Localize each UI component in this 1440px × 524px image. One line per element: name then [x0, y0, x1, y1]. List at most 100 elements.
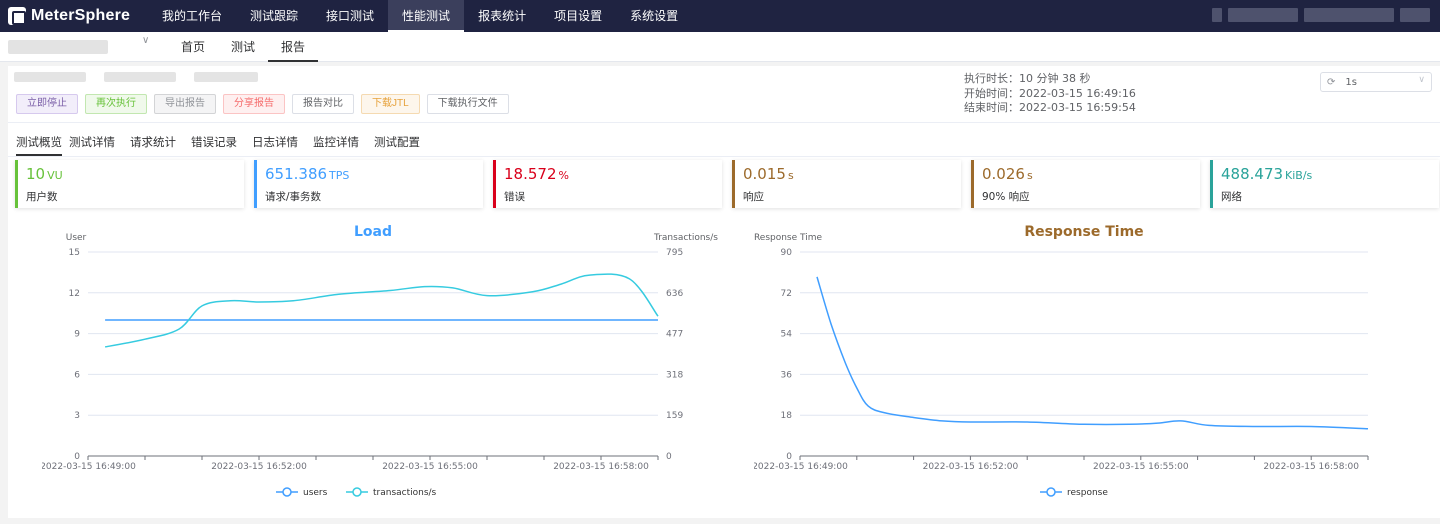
report-card: 立即停止 再次执行 导出报告 分享报告 报告对比 下载JTL 下载执行文件 执行…	[8, 66, 1440, 518]
main-nav-item[interactable]: 接口测试	[326, 9, 375, 23]
report-tab[interactable]: 监控详情	[313, 135, 359, 149]
y-tick-label: 6	[74, 370, 80, 380]
y-tick-label: 36	[781, 370, 793, 380]
report-tab[interactable]: 日志详情	[252, 135, 298, 149]
stat-value-line: 0.026 s	[982, 164, 1200, 186]
x-tick-label: 2022-03-15 16:55:00	[1093, 462, 1189, 472]
start-time-label: 开始时间：	[964, 86, 1019, 100]
legend-label: transactions/s	[373, 488, 437, 498]
stat-label: 错误	[504, 191, 525, 203]
chevron-down-icon: ∨	[1418, 75, 1425, 85]
x-tick-label: 2022-03-15 16:55:00	[382, 462, 478, 472]
stat-card: 651.386 TPS 请求/事务数	[254, 160, 483, 208]
series-line-response	[816, 276, 1369, 430]
stat-label: 用户数	[26, 191, 58, 203]
y-tick-label: 0	[74, 452, 80, 462]
sub-nav-item[interactable]: 测试	[231, 40, 256, 54]
x-tick-label: 2022-03-15 16:49:00	[754, 462, 848, 472]
stat-label: 响应	[743, 191, 764, 203]
y-right-tick-label: 636	[666, 289, 683, 299]
main-nav-item[interactable]: 我的工作台	[162, 9, 223, 23]
y-tick-label: 18	[781, 411, 793, 421]
chevron-down-icon[interactable]: ∨	[142, 35, 150, 46]
y-tick-label: 54	[781, 330, 793, 340]
duration-label: 执行时长：	[964, 72, 1019, 85]
stop-button[interactable]: 立即停止	[16, 94, 78, 114]
refresh-interval-value: 1s	[1345, 76, 1357, 88]
stat-card: 10 VU 用户数	[15, 160, 244, 208]
chart-title: Response Time	[1024, 224, 1143, 240]
sub-nav: 首页 测试 报告	[168, 32, 319, 62]
legend-label: users	[303, 488, 328, 498]
stat-value-line: 488.473 KiB/s	[1221, 164, 1439, 186]
y-tick-label: 15	[69, 248, 80, 258]
summary-stats: 10 VU 用户数 651.386 TPS 请求/事务数 18.572% 错误 0.015 s 响应…	[15, 160, 1439, 208]
report-tab[interactable]: 请求统计	[130, 135, 176, 149]
y-tick-label: 0	[786, 452, 792, 462]
end-time-row: 结束时间：2022-03-15 16:59:54	[964, 101, 1136, 116]
user-area[interactable]	[1212, 8, 1430, 22]
y-right-tick-label: 159	[666, 411, 683, 421]
sub-nav-item[interactable]: 首页	[181, 40, 206, 54]
main-nav-item[interactable]: 项目设置	[554, 9, 603, 23]
end-time-value: 2022-03-15 16:59:54	[1019, 101, 1136, 114]
project-name-redacted	[8, 40, 108, 54]
y-axis-right-label: Transactions/s	[653, 233, 718, 243]
x-tick-label: 2022-03-15 16:58:00	[553, 462, 649, 472]
y-tick-label: 72	[781, 289, 792, 299]
stat-unit: TPS	[329, 169, 350, 182]
test-name-redacted	[104, 72, 176, 82]
download-jtl-button[interactable]: 下载JTL	[361, 94, 420, 114]
sub-header: ∨ 首页 测试 报告	[0, 32, 1440, 62]
y-tick-label: 3	[74, 411, 80, 421]
legend-marker-icon	[1046, 487, 1056, 497]
duration-row: 执行时长：10 分钟 38 秒	[964, 72, 1136, 87]
stat-card: 18.572% 错误	[493, 160, 722, 208]
x-tick-label: 2022-03-15 16:58:00	[1263, 462, 1359, 472]
main-nav-item[interactable]: 报表统计	[478, 9, 527, 23]
sub-nav-item[interactable]: 报告	[268, 32, 319, 62]
app-logo[interactable]: MeterSphere	[8, 7, 148, 25]
stat-unit: KiB/s	[1285, 169, 1313, 182]
main-nav-item[interactable]: 系统设置	[630, 9, 679, 23]
stat-value: 488.473	[1221, 165, 1284, 183]
series-line-transactions-s	[104, 273, 659, 348]
refresh-interval-select[interactable]: ⟳ 1s ∨	[1320, 72, 1432, 92]
compare-report-button[interactable]: 报告对比	[292, 94, 354, 114]
stat-value: 10	[26, 165, 46, 183]
report-tab[interactable]: 错误记录	[191, 135, 237, 149]
stat-label: 90% 响应	[982, 191, 1030, 203]
x-tick-label: 2022-03-15 16:52:00	[923, 462, 1019, 472]
stat-unit: VU	[47, 169, 63, 182]
duration-value: 10 分钟 38 秒	[1019, 72, 1091, 85]
divider	[8, 156, 1440, 157]
share-report-button[interactable]: 分享报告	[223, 94, 285, 114]
main-nav-item[interactable]: 测试跟踪	[250, 9, 299, 23]
report-tab[interactable]: 测试概览	[16, 128, 62, 156]
stat-unit: %	[558, 169, 569, 182]
legend-marker-icon	[352, 487, 362, 497]
y-tick-label: 12	[69, 289, 80, 299]
x-tick-label: 2022-03-15 16:49:00	[42, 462, 136, 472]
stat-value: 651.386	[265, 165, 328, 183]
response-time-chart: Response Time Response Time 0 18 36 54 72 90 202…	[754, 224, 1369, 498]
report-tab[interactable]: 测试配置	[374, 135, 420, 149]
refresh-icon: ⟳	[1327, 76, 1336, 88]
rerun-button[interactable]: 再次执行	[85, 94, 147, 114]
stat-card: 0.026 s 90% 响应	[971, 160, 1200, 208]
report-tab[interactable]: 测试详情	[69, 135, 115, 149]
stat-unit: s	[1026, 169, 1033, 182]
report-name-redacted	[14, 72, 86, 82]
report-actions: 立即停止 再次执行 导出报告 分享报告 报告对比 下载JTL 下载执行文件	[16, 94, 509, 114]
creator-redacted	[194, 72, 258, 82]
main-nav-item[interactable]: 性能测试	[388, 0, 465, 32]
download-files-button[interactable]: 下载执行文件	[426, 94, 509, 114]
y-right-tick-label: 0	[666, 452, 672, 462]
project-selector[interactable]	[8, 36, 158, 58]
username-redacted	[1400, 8, 1430, 22]
stat-card: 0.015 s 响应	[732, 160, 961, 208]
user-info-redacted	[1212, 8, 1222, 22]
execution-meta: 执行时长：10 分钟 38 秒 开始时间：2022-03-15 16:49:16…	[964, 72, 1136, 116]
export-report-button[interactable]: 导出报告	[154, 94, 216, 114]
y-right-tick-label: 795	[666, 248, 683, 258]
